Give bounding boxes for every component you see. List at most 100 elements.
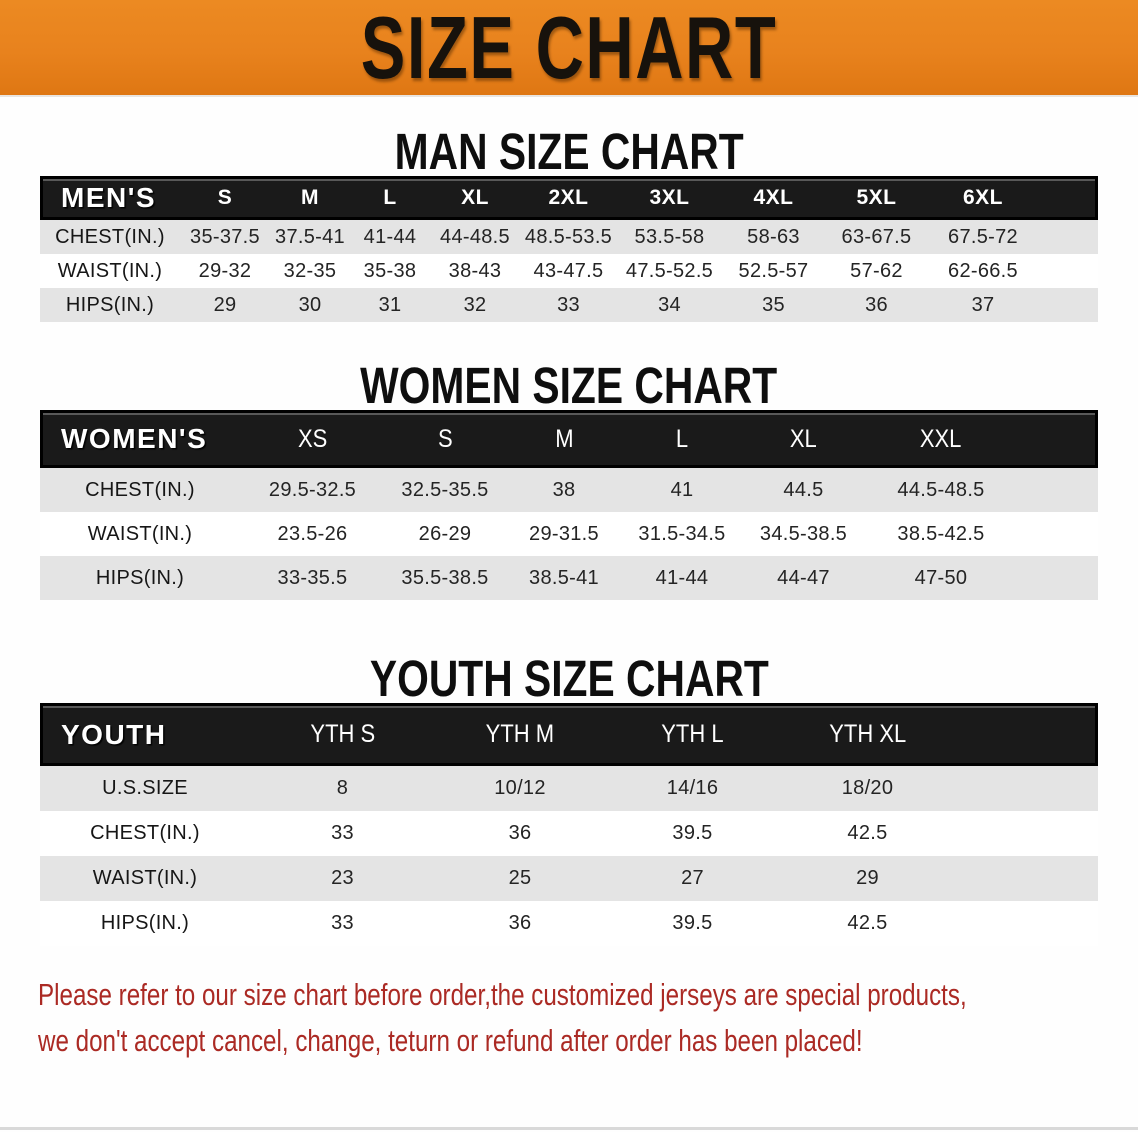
value-cell: 35-38 — [350, 254, 430, 288]
value-cell: 30 — [270, 288, 350, 322]
value-cell: 29-32 — [180, 254, 270, 288]
value-cell: 41-44 — [623, 556, 741, 600]
size-label: XL — [790, 424, 817, 453]
size-label: L — [675, 424, 689, 453]
value-cell: 32 — [430, 288, 520, 322]
value-cell: 35-37.5 — [180, 220, 270, 254]
value-cell: 36 — [435, 811, 605, 856]
size-label: XL — [461, 186, 489, 209]
women-section-heading-text: WOMEN SIZE CHART — [360, 356, 778, 414]
disclaimer-line-1: Please refer to our size chart before or… — [38, 977, 967, 1012]
row-label: HIPS(IN.) — [40, 556, 240, 600]
row-label: WAIST(IN.) — [40, 254, 180, 288]
value-cell: 38-43 — [430, 254, 520, 288]
table-row: CHEST(IN.) 29.5-32.5 32.5-35.5 38 41 44.… — [40, 468, 1098, 512]
page-bottom-edge — [0, 1127, 1138, 1130]
value-cell: 41 — [623, 468, 741, 512]
value-cell: 26-29 — [385, 512, 505, 556]
value-cell: 42.5 — [780, 901, 955, 946]
men-corner-label: MEN'S — [40, 176, 180, 220]
value-cell: 44-48.5 — [430, 220, 520, 254]
value-cell: 41-44 — [350, 220, 430, 254]
row-label: WAIST(IN.) — [40, 856, 250, 901]
size-label: 6XL — [962, 186, 1003, 209]
banner-title: SIZE CHART — [360, 0, 778, 97]
header-cell: 5XL — [825, 176, 928, 220]
size-label: S — [217, 186, 233, 209]
value-cell: 36 — [435, 901, 605, 946]
value-cell: 29.5-32.5 — [240, 468, 385, 512]
value-cell: 47-50 — [866, 556, 1016, 600]
value-cell: 23.5-26 — [240, 512, 385, 556]
youth-corner-label-text: YOUTH — [61, 718, 167, 750]
value-cell: 39.5 — [605, 811, 780, 856]
value-cell: 44-47 — [741, 556, 866, 600]
women-corner-label: WOMEN'S — [40, 410, 240, 468]
filler-cell — [955, 856, 1098, 901]
row-label: CHEST(IN.) — [40, 220, 180, 254]
value-cell: 33 — [520, 288, 617, 322]
size-label: YTH M — [485, 720, 555, 748]
men-section-heading-text: MAN SIZE CHART — [394, 122, 744, 180]
header-cell: XL — [430, 176, 520, 220]
value-cell: 57-62 — [825, 254, 928, 288]
header-cell: L — [350, 176, 430, 220]
header-filler-cell — [955, 703, 1098, 766]
row-label: CHEST(IN.) — [40, 811, 250, 856]
header-cell: 3XL — [617, 176, 722, 220]
value-cell: 33 — [250, 811, 435, 856]
value-cell: 8 — [250, 766, 435, 811]
table-row: WAIST(IN.) 23.5-26 26-29 29-31.5 31.5-34… — [40, 512, 1098, 556]
value-cell: 33-35.5 — [240, 556, 385, 600]
filler-cell — [955, 766, 1098, 811]
header-cell: 4XL — [722, 176, 825, 220]
size-label: 4XL — [753, 186, 794, 209]
filler-cell — [1016, 556, 1098, 600]
banner: SIZE CHART — [0, 0, 1138, 97]
women-corner-label-text: WOMEN'S — [61, 423, 208, 454]
value-cell: 34.5-38.5 — [741, 512, 866, 556]
filler-cell — [955, 901, 1098, 946]
header-filler-cell — [1038, 176, 1098, 220]
disclaimer-note: Please refer to our size chart before or… — [38, 972, 1138, 1064]
youth-corner-label: YOUTH — [40, 703, 250, 766]
size-label: YTH L — [661, 720, 724, 748]
value-cell: 53.5-58 — [617, 220, 722, 254]
value-cell: 33 — [250, 901, 435, 946]
value-cell: 35.5-38.5 — [385, 556, 505, 600]
youth-section-heading-text: YOUTH SIZE CHART — [369, 649, 769, 707]
filler-cell — [1016, 512, 1098, 556]
header-cell: L — [623, 410, 741, 468]
row-label: HIPS(IN.) — [40, 901, 250, 946]
table-row: WAIST(IN.) 29-32 32-35 35-38 38-43 43-47… — [40, 254, 1098, 288]
women-section-heading: WOMEN SIZE CHART — [0, 356, 1138, 414]
size-label: S — [437, 424, 453, 453]
value-cell: 38 — [505, 468, 623, 512]
value-cell: 10/12 — [435, 766, 605, 811]
women-size-table: WOMEN'S XS S M L XL XXL CHEST(IN.) 29.5-… — [40, 410, 1098, 600]
value-cell: 31.5-34.5 — [623, 512, 741, 556]
value-cell: 38.5-41 — [505, 556, 623, 600]
value-cell: 18/20 — [780, 766, 955, 811]
header-cell: S — [385, 410, 505, 468]
value-cell: 58-63 — [722, 220, 825, 254]
value-cell: 32-35 — [270, 254, 350, 288]
header-cell: 6XL — [928, 176, 1038, 220]
header-cell: YTH S — [250, 703, 435, 766]
value-cell: 44.5 — [741, 468, 866, 512]
value-cell: 44.5-48.5 — [866, 468, 1016, 512]
men-size-table: MEN'S S M L XL 2XL 3XL 4XL 5XL 6XL CHEST… — [40, 176, 1098, 322]
row-label: CHEST(IN.) — [40, 468, 240, 512]
youth-section-heading: YOUTH SIZE CHART — [0, 649, 1138, 707]
size-label: XXL — [920, 424, 962, 453]
value-cell: 39.5 — [605, 901, 780, 946]
value-cell: 63-67.5 — [825, 220, 928, 254]
size-label: M — [301, 186, 319, 209]
header-cell: M — [505, 410, 623, 468]
size-label: YTH S — [310, 720, 375, 748]
row-label: HIPS(IN.) — [40, 288, 180, 322]
value-cell: 48.5-53.5 — [520, 220, 617, 254]
table-row: HIPS(IN.) 29 30 31 32 33 34 35 36 37 — [40, 288, 1098, 322]
table-row: HIPS(IN.) 33 36 39.5 42.5 — [40, 901, 1098, 946]
header-cell: YTH L — [605, 703, 780, 766]
